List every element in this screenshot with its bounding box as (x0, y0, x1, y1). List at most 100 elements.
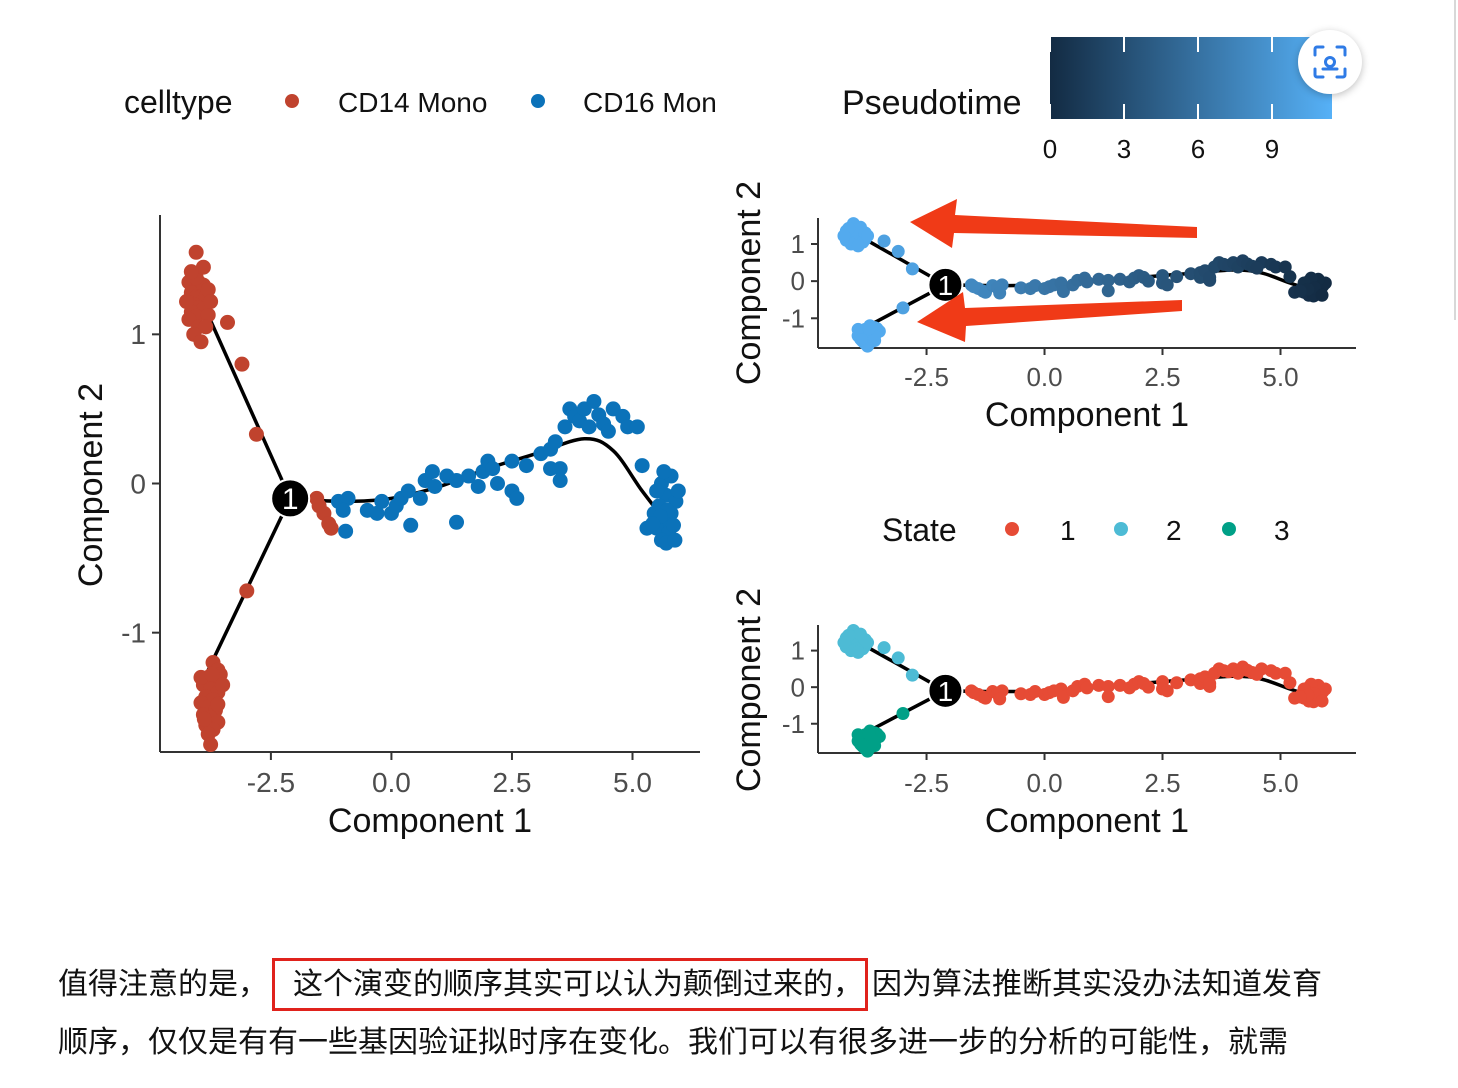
cell-point (861, 229, 875, 243)
cell-point (195, 259, 211, 275)
scan-text-icon (1313, 45, 1347, 79)
cell-point (851, 645, 865, 659)
cell-point (629, 419, 645, 435)
cell-point (862, 322, 876, 336)
cell-point (239, 583, 255, 599)
cell-point (1170, 676, 1184, 690)
x-tick-label: 5.0 (613, 767, 652, 798)
cell-point (967, 280, 981, 294)
cell-point (557, 419, 573, 435)
legend-dot-state-3 (1222, 522, 1236, 536)
cell-point (470, 478, 486, 494)
cell-point (1293, 284, 1307, 298)
cell-point (1141, 274, 1155, 288)
x-tick-label: 2.5 (1144, 362, 1180, 392)
cell-point (851, 239, 865, 253)
cell-point (1315, 288, 1329, 302)
x-tick-label: 2.5 (1144, 768, 1180, 798)
cell-point (338, 523, 354, 539)
highlighted-sentence: 这个演变的顺序其实可以认为颠倒过来的， (272, 958, 868, 1011)
cell-point (1101, 284, 1115, 298)
cell-point (552, 461, 568, 477)
legend-dot-state-1 (1005, 522, 1019, 536)
branch-point-marker (927, 266, 964, 303)
cell-point (1056, 690, 1070, 704)
legend-dot-cd14 (285, 94, 299, 108)
cell-point (670, 483, 686, 499)
cell-point (183, 264, 199, 280)
y-tick-label: -1 (782, 303, 805, 333)
y-axis-title: Component 2 (730, 181, 768, 385)
cell-point (891, 651, 905, 665)
cell-point (854, 738, 868, 752)
pseudotime-legend: Pseudotime 0 3 6 9 (842, 37, 1332, 164)
cell-point (248, 426, 264, 442)
y-tick-label: 0 (130, 468, 146, 499)
cell-point (1101, 679, 1115, 693)
cell-point (449, 473, 465, 489)
cell-point (1080, 275, 1094, 289)
cell-point (1080, 681, 1094, 695)
article-text: 值得注意的是， (58, 967, 268, 1002)
cell-point (1269, 260, 1283, 274)
cell-point (311, 498, 327, 514)
branch-point-label: 1 (938, 270, 954, 301)
state-legend-title: State (882, 512, 957, 548)
cell-point (634, 458, 650, 474)
cell-point (667, 532, 683, 548)
branch-point-label: 1 (282, 483, 299, 516)
cell-point (1250, 667, 1264, 681)
cell-point (193, 334, 209, 350)
legend-label-state-3: 3 (1274, 515, 1290, 546)
cell-point (198, 319, 214, 335)
celltype-legend: celltype CD14 Mono CD16 Mon (124, 84, 717, 120)
cell-point (993, 692, 1007, 706)
y-axis-title: Component 2 (72, 383, 110, 587)
cell-point (1101, 273, 1115, 287)
cell-point (203, 737, 219, 753)
cell-point (400, 483, 416, 499)
cell-point (891, 244, 905, 258)
scan-text-button[interactable] (1298, 30, 1362, 94)
cell-point (586, 393, 602, 409)
x-axis-title: Component 1 (328, 802, 532, 840)
cell-point (427, 478, 443, 494)
pseudotime-trajectory-plot: -2.5 0.0 2.5 5.0 1 0 -1 Component 1 Component 2 1 (730, 181, 1356, 434)
cell-point (1315, 694, 1329, 708)
state-legend: State 1 2 3 (882, 512, 1290, 548)
state-trajectory-plot: -2.5 0.0 2.5 5.0 1 0 -1 Component 1 Component 2 1 (730, 588, 1356, 840)
cell-point (1269, 666, 1283, 680)
cell-point (461, 468, 477, 484)
legend-dot-cd16 (531, 94, 545, 108)
x-axis-title: Component 1 (985, 396, 1189, 434)
colorbar-tick-0: 0 (1043, 134, 1057, 164)
cell-point (490, 476, 505, 491)
pseudotime-legend-title: Pseudotime (842, 84, 1022, 122)
scroll-edge (1454, 0, 1456, 320)
cell-point (403, 517, 419, 533)
cell-point (518, 458, 534, 474)
cell-point (204, 666, 220, 682)
cell-point (1203, 270, 1217, 284)
cell-point (877, 641, 891, 655)
legend-label-cd16: CD16 Mon (583, 87, 717, 118)
cell-point (861, 636, 875, 650)
cell-point (1160, 684, 1174, 698)
article-text: 因为算法推断其实没办法知道发育 (872, 967, 1322, 1002)
y-tick-label: 1 (791, 229, 805, 259)
cell-point (1283, 676, 1297, 690)
colorbar-tick-3: 3 (1117, 134, 1131, 164)
cell-point (203, 294, 219, 310)
cell-point (1056, 285, 1070, 299)
cell-point (993, 286, 1007, 300)
x-tick-label: 0.0 (1026, 768, 1062, 798)
cell-point (967, 686, 981, 700)
cell-point (1170, 270, 1184, 284)
y-axis-title: Component 2 (730, 588, 768, 792)
cell-point (837, 636, 851, 650)
cell-point (220, 314, 235, 330)
cell-point (323, 520, 339, 536)
cell-point (485, 461, 501, 477)
cell-point (1278, 260, 1292, 274)
article-line-2: 顺序，仅仅是有有一些基因验证拟时序在变化。我们可以有很多进一步的分析的可能性，就… (58, 1025, 1288, 1060)
